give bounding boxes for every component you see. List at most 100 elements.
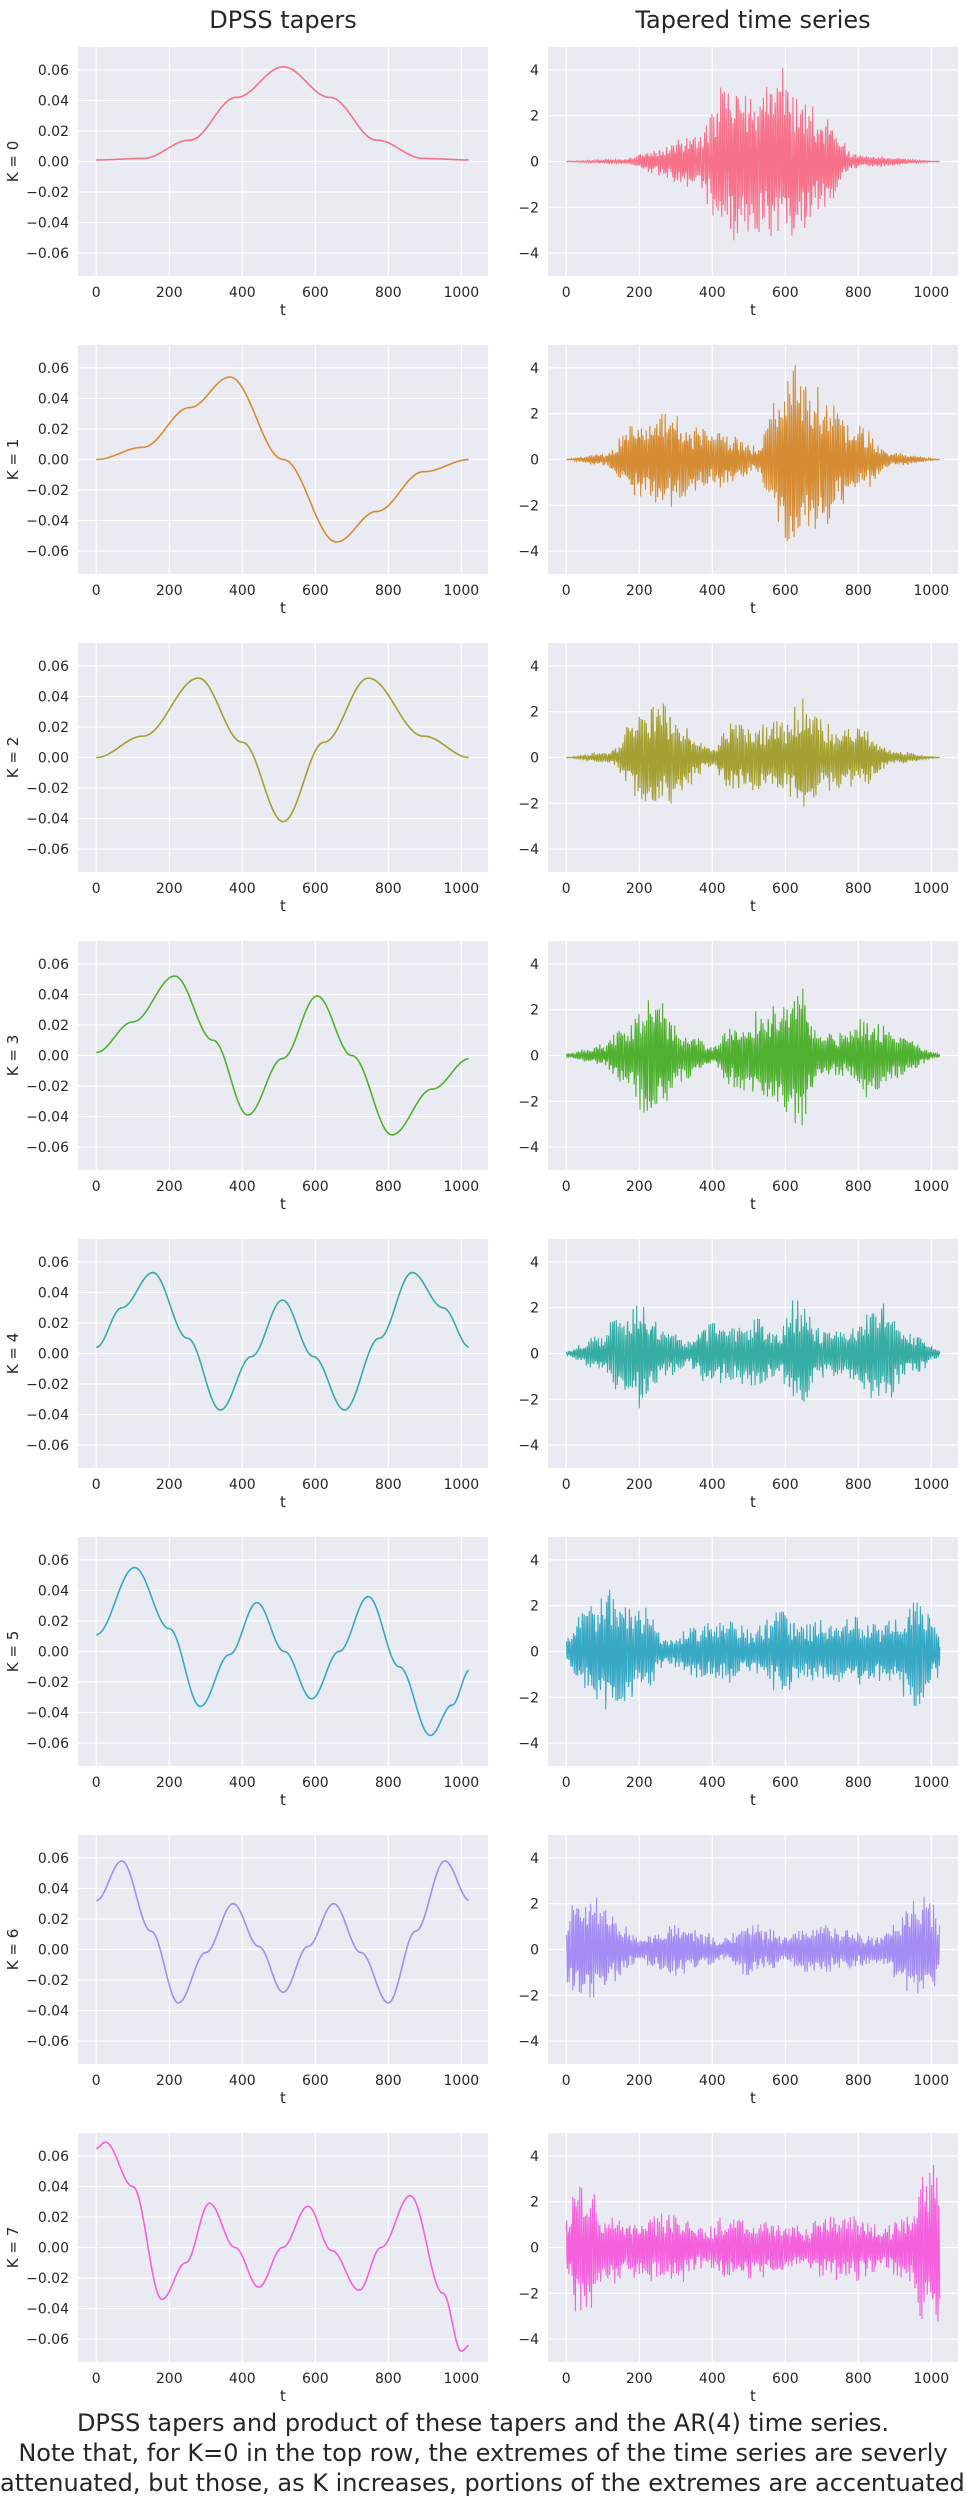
x-tick-label: 800 xyxy=(845,2371,872,2387)
x-tick-label: 800 xyxy=(845,881,872,897)
x-tick-label: 200 xyxy=(626,285,653,301)
x-axis-label: t xyxy=(280,2089,286,2107)
x-tick-label: 1000 xyxy=(444,583,480,599)
x-tick-label: 200 xyxy=(156,1775,183,1791)
x-axis-label: t xyxy=(750,2089,756,2107)
y-tick-label: −0.06 xyxy=(26,842,69,858)
taper-line xyxy=(96,1860,470,2004)
x-tick-label: 400 xyxy=(229,285,256,301)
y-tick-label: −0.06 xyxy=(26,2332,69,2348)
x-tick-label: 600 xyxy=(302,881,329,897)
x-axis-label: t xyxy=(280,2387,286,2405)
x-tick-label: 600 xyxy=(302,1477,329,1493)
x-tick-label: 800 xyxy=(375,2073,402,2089)
x-tick-label: 1000 xyxy=(914,881,950,897)
x-axis-label: t xyxy=(750,1493,756,1511)
x-tick-label: 200 xyxy=(156,2371,183,2387)
x-tick-label: 400 xyxy=(699,583,726,599)
x-tick-label: 800 xyxy=(845,1179,872,1195)
tapered-series-line xyxy=(566,988,941,1126)
y-tick-label: 4 xyxy=(530,63,539,79)
y-tick-label: 0.04 xyxy=(38,1285,69,1301)
taper-panel-k3: 0 200 400 600 800 1000 −0.06 −0.04 −0.02 0.00 0.02… xyxy=(4,941,488,1213)
y-tick-label: 4 xyxy=(530,1255,539,1271)
x-axis-label: t xyxy=(750,599,756,617)
y-tick-label: 0.06 xyxy=(38,957,69,973)
y-tick-label: 0.06 xyxy=(38,63,69,79)
x-tick-label: 400 xyxy=(699,2073,726,2089)
y-tick-label: 0.02 xyxy=(38,1912,69,1928)
x-tick-label: 600 xyxy=(302,583,329,599)
y-tick-label: 0.00 xyxy=(38,2241,69,2257)
series-panel-k7: 0 200 400 600 800 1000 −4 −2 0 2 4 t xyxy=(518,2133,958,2405)
y-tick-label: −0.04 xyxy=(26,2302,69,2318)
x-tick-label: 600 xyxy=(772,1477,799,1493)
y-tick-label: 0.04 xyxy=(38,2179,69,2195)
x-tick-label: 400 xyxy=(229,881,256,897)
y-tick-label: 0.04 xyxy=(38,689,69,705)
x-tick-label: 600 xyxy=(772,1775,799,1791)
y-tick-label: −2 xyxy=(518,1392,539,1408)
y-tick-label: 0 xyxy=(530,1645,539,1661)
x-tick-label: 0 xyxy=(562,881,571,897)
x-tick-label: 0 xyxy=(92,583,101,599)
y-tick-label: −0.06 xyxy=(26,2034,69,2050)
y-tick-label: 0.00 xyxy=(38,1049,69,1065)
y-tick-label: 0 xyxy=(530,453,539,469)
tapered-series-line xyxy=(566,67,940,241)
x-tick-label: 0 xyxy=(92,881,101,897)
x-tick-label: 200 xyxy=(156,1179,183,1195)
y-tick-label: 2 xyxy=(530,2195,539,2211)
x-tick-label: 200 xyxy=(156,881,183,897)
series-panel-k2: 0 200 400 600 800 1000 −4 −2 0 2 4 t xyxy=(518,643,958,915)
x-tick-label: 0 xyxy=(92,1775,101,1791)
y-tick-label: 2 xyxy=(530,1897,539,1913)
x-tick-label: 200 xyxy=(156,285,183,301)
series-panel-k4: 0 200 400 600 800 1000 −4 −2 0 2 4 t xyxy=(518,1239,958,1511)
x-tick-label: 400 xyxy=(699,1477,726,1493)
y-tick-label: −2 xyxy=(518,498,539,514)
x-tick-label: 200 xyxy=(156,583,183,599)
x-tick-label: 600 xyxy=(302,1179,329,1195)
y-tick-label: −4 xyxy=(518,544,539,560)
x-tick-label: 600 xyxy=(302,2073,329,2089)
x-tick-label: 400 xyxy=(699,1775,726,1791)
y-tick-label: −0.06 xyxy=(26,246,69,262)
x-tick-label: 200 xyxy=(156,2073,183,2089)
x-tick-label: 400 xyxy=(699,285,726,301)
x-tick-label: 0 xyxy=(92,1477,101,1493)
y-tick-label: 0.04 xyxy=(38,1583,69,1599)
y-tick-label: 0.06 xyxy=(38,361,69,377)
x-tick-label: 1000 xyxy=(444,2371,480,2387)
x-tick-label: 1000 xyxy=(914,2073,950,2089)
y-tick-label: 0.02 xyxy=(38,720,69,736)
taper-panel-k4: 0 200 400 600 800 1000 −0.06 −0.04 −0.02 0.00 0.02… xyxy=(4,1239,488,1511)
taper-line xyxy=(96,376,469,543)
x-tick-label: 1000 xyxy=(444,1775,480,1791)
y-axis-label: K = 4 xyxy=(4,1333,22,1374)
series-panel-k5: 0 200 400 600 800 1000 −4 −2 0 2 4 t xyxy=(518,1537,958,1809)
x-tick-label: 0 xyxy=(562,1775,571,1791)
x-tick-label: 1000 xyxy=(914,285,950,301)
x-tick-label: 800 xyxy=(375,1775,402,1791)
y-tick-label: −2 xyxy=(518,2286,539,2302)
taper-line xyxy=(96,66,469,161)
x-axis-label: t xyxy=(750,1791,756,1809)
taper-panel-k0: 0 200 400 600 800 1000 −0.06 −0.04 −0.02 0.00 0.02… xyxy=(4,47,488,319)
y-tick-label: 4 xyxy=(530,659,539,675)
y-tick-label: 0.06 xyxy=(38,1553,69,1569)
taper-line xyxy=(96,677,469,823)
y-axis-label: K = 3 xyxy=(4,1035,22,1076)
x-tick-label: 0 xyxy=(562,583,571,599)
y-tick-label: 0.06 xyxy=(38,1851,69,1867)
y-tick-label: −0.04 xyxy=(26,2004,69,2020)
y-tick-label: −0.06 xyxy=(26,1140,69,1156)
taper-panel-k2: 0 200 400 600 800 1000 −0.06 −0.04 −0.02 0.00 0.02… xyxy=(4,643,488,915)
y-tick-label: −0.02 xyxy=(26,1973,69,1989)
x-tick-label: 400 xyxy=(699,881,726,897)
taper-line xyxy=(96,1271,470,1411)
y-axis-label: K = 0 xyxy=(4,141,22,182)
y-tick-label: 4 xyxy=(530,361,539,377)
y-axis-label: K = 2 xyxy=(4,737,22,778)
taper-panel-k7: 0 200 400 600 800 1000 −0.06 −0.04 −0.02 0.00 0.02… xyxy=(4,2133,488,2405)
